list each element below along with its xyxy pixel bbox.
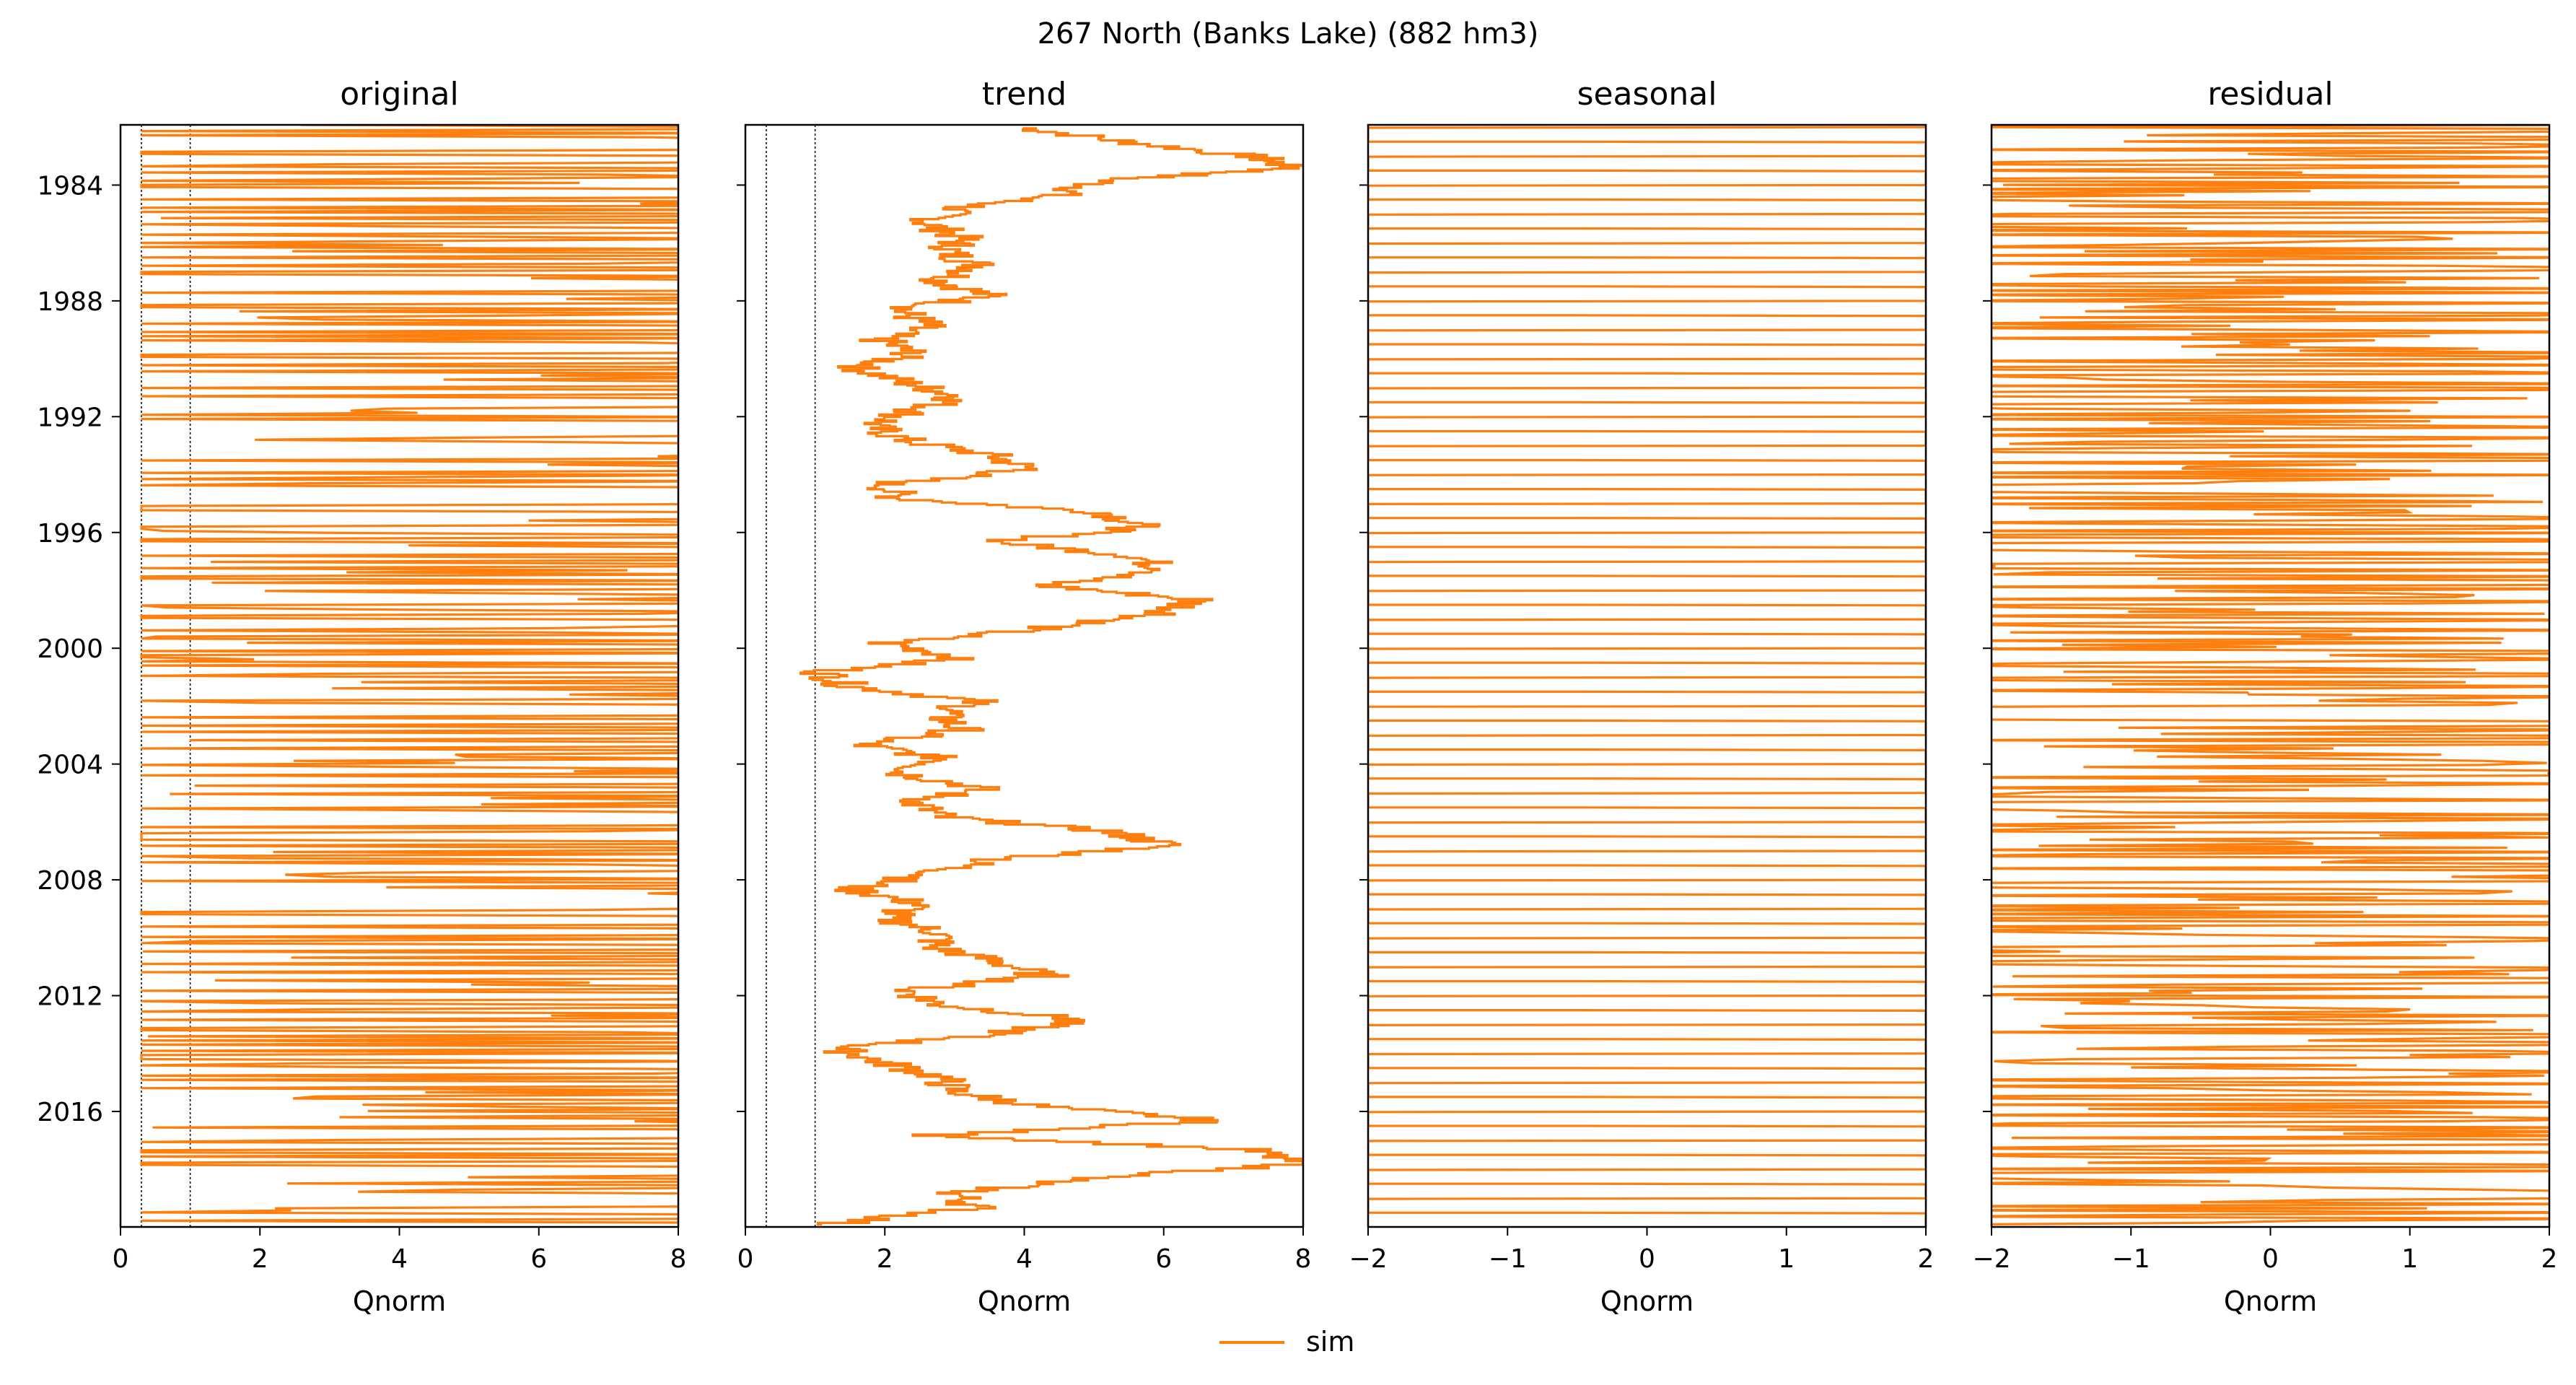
- y-tick-label: 1996: [37, 519, 103, 549]
- y-tick-label: 2012: [37, 982, 103, 1012]
- x-tick-label: 0: [2262, 1244, 2279, 1274]
- y-tick-label: 2016: [37, 1098, 103, 1127]
- x-tick-label: 1: [2401, 1244, 2418, 1274]
- panel-trend: trend 0 2 4 6 8 Qnorm: [737, 76, 1312, 1317]
- x-tick-label: 8: [1295, 1244, 1312, 1274]
- panel-title: trend: [982, 76, 1066, 113]
- x-tick-label: 2: [252, 1244, 268, 1274]
- y-tick-label: 1984: [37, 171, 103, 201]
- x-tick-label: 2: [877, 1244, 893, 1274]
- series-line-sim: [799, 127, 1303, 1225]
- series-line-sim: [1992, 125, 2549, 1226]
- x-tick-label: −1: [2112, 1244, 2150, 1274]
- x-tick-label: −1: [1489, 1244, 1527, 1274]
- y-tick-label: 1988: [37, 287, 103, 317]
- y-tick-label: 2000: [37, 634, 103, 664]
- plot-area: [121, 125, 678, 1227]
- y-tick-label: 2008: [37, 866, 103, 896]
- x-tick-label: 2: [2541, 1244, 2558, 1274]
- x-tick-label: 6: [1155, 1244, 1172, 1274]
- x-tick-label: −2: [1349, 1244, 1387, 1274]
- plot-area: [1368, 126, 1926, 1227]
- panel-title: seasonal: [1577, 76, 1717, 113]
- plot-area: [1992, 125, 2549, 1226]
- x-tick-label: 8: [670, 1244, 687, 1274]
- plot-area: [745, 125, 1303, 1227]
- x-tick-label: −2: [1972, 1244, 2010, 1274]
- x-tick-label: 6: [530, 1244, 547, 1274]
- legend-label-sim: sim: [1306, 1326, 1354, 1358]
- panel-original: original 0 2 4 6 8 Qnorm 1984 1988 1992 1996 2000 20…: [37, 76, 687, 1317]
- series-line-sim: [140, 125, 678, 1224]
- figure-title: 267 North (Banks Lake) (882 hm3): [1038, 17, 1539, 51]
- legend: sim: [1219, 1326, 1354, 1358]
- x-axis-label: Qnorm: [2224, 1285, 2317, 1317]
- x-tick-label: 1: [1778, 1244, 1795, 1274]
- panel-residual: residual −2 −1 0 1 2 Qnorm: [1972, 76, 2558, 1317]
- x-axis-label: Qnorm: [353, 1285, 446, 1317]
- x-axis-label: Qnorm: [1600, 1285, 1694, 1317]
- panel-title: residual: [2207, 76, 2333, 113]
- x-axis-label: Qnorm: [978, 1285, 1071, 1317]
- series-line-sim: [1368, 126, 1926, 1227]
- x-tick-label: 0: [737, 1244, 754, 1274]
- x-tick-label: 0: [1639, 1244, 1655, 1274]
- x-tick-label: 2: [1918, 1244, 1935, 1274]
- y-tick-label: 2004: [37, 751, 103, 780]
- x-tick-label: 0: [113, 1244, 129, 1274]
- x-tick-label: 4: [1016, 1244, 1033, 1274]
- panel-seasonal: seasonal −2 −1 0 1 2 Qnorm: [1349, 76, 1934, 1317]
- x-tick-label: 4: [391, 1244, 408, 1274]
- panel-title: original: [340, 76, 458, 113]
- y-tick-label: 1992: [37, 403, 103, 432]
